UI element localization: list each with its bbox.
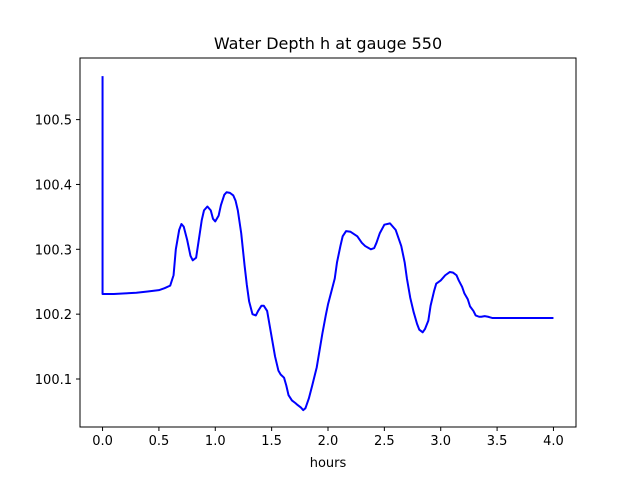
x-tick-label: 1.0 bbox=[205, 434, 226, 449]
y-tick-label: 100.1 bbox=[35, 373, 72, 388]
chart-title: Water Depth h at gauge 550 bbox=[214, 34, 442, 53]
y-axis: 100.1 100.2 100.3 100.4 100.5 bbox=[35, 114, 80, 388]
x-tick-label: 3.0 bbox=[430, 434, 451, 449]
y-tick-label: 100.4 bbox=[35, 178, 72, 193]
x-tick-label: 1.5 bbox=[261, 434, 282, 449]
y-tick-label: 100.2 bbox=[35, 308, 72, 323]
x-tick-label: 0.5 bbox=[149, 434, 170, 449]
x-tick-label: 2.0 bbox=[318, 434, 339, 449]
y-tick-label: 100.3 bbox=[35, 243, 72, 258]
x-tick-label: 0.0 bbox=[92, 434, 113, 449]
series-line-0 bbox=[101, 76, 554, 412]
x-tick-label: 2.5 bbox=[374, 434, 395, 449]
plot-area bbox=[101, 76, 554, 412]
y-tick-label: 100.5 bbox=[35, 114, 72, 129]
x-axis: 0.0 0.5 1.0 1.5 2.0 2.5 3.0 3.5 4.0 bbox=[92, 427, 564, 449]
x-tick-label: 4.0 bbox=[543, 434, 564, 449]
x-axis-label: hours bbox=[310, 456, 347, 471]
x-tick-label: 3.5 bbox=[487, 434, 508, 449]
